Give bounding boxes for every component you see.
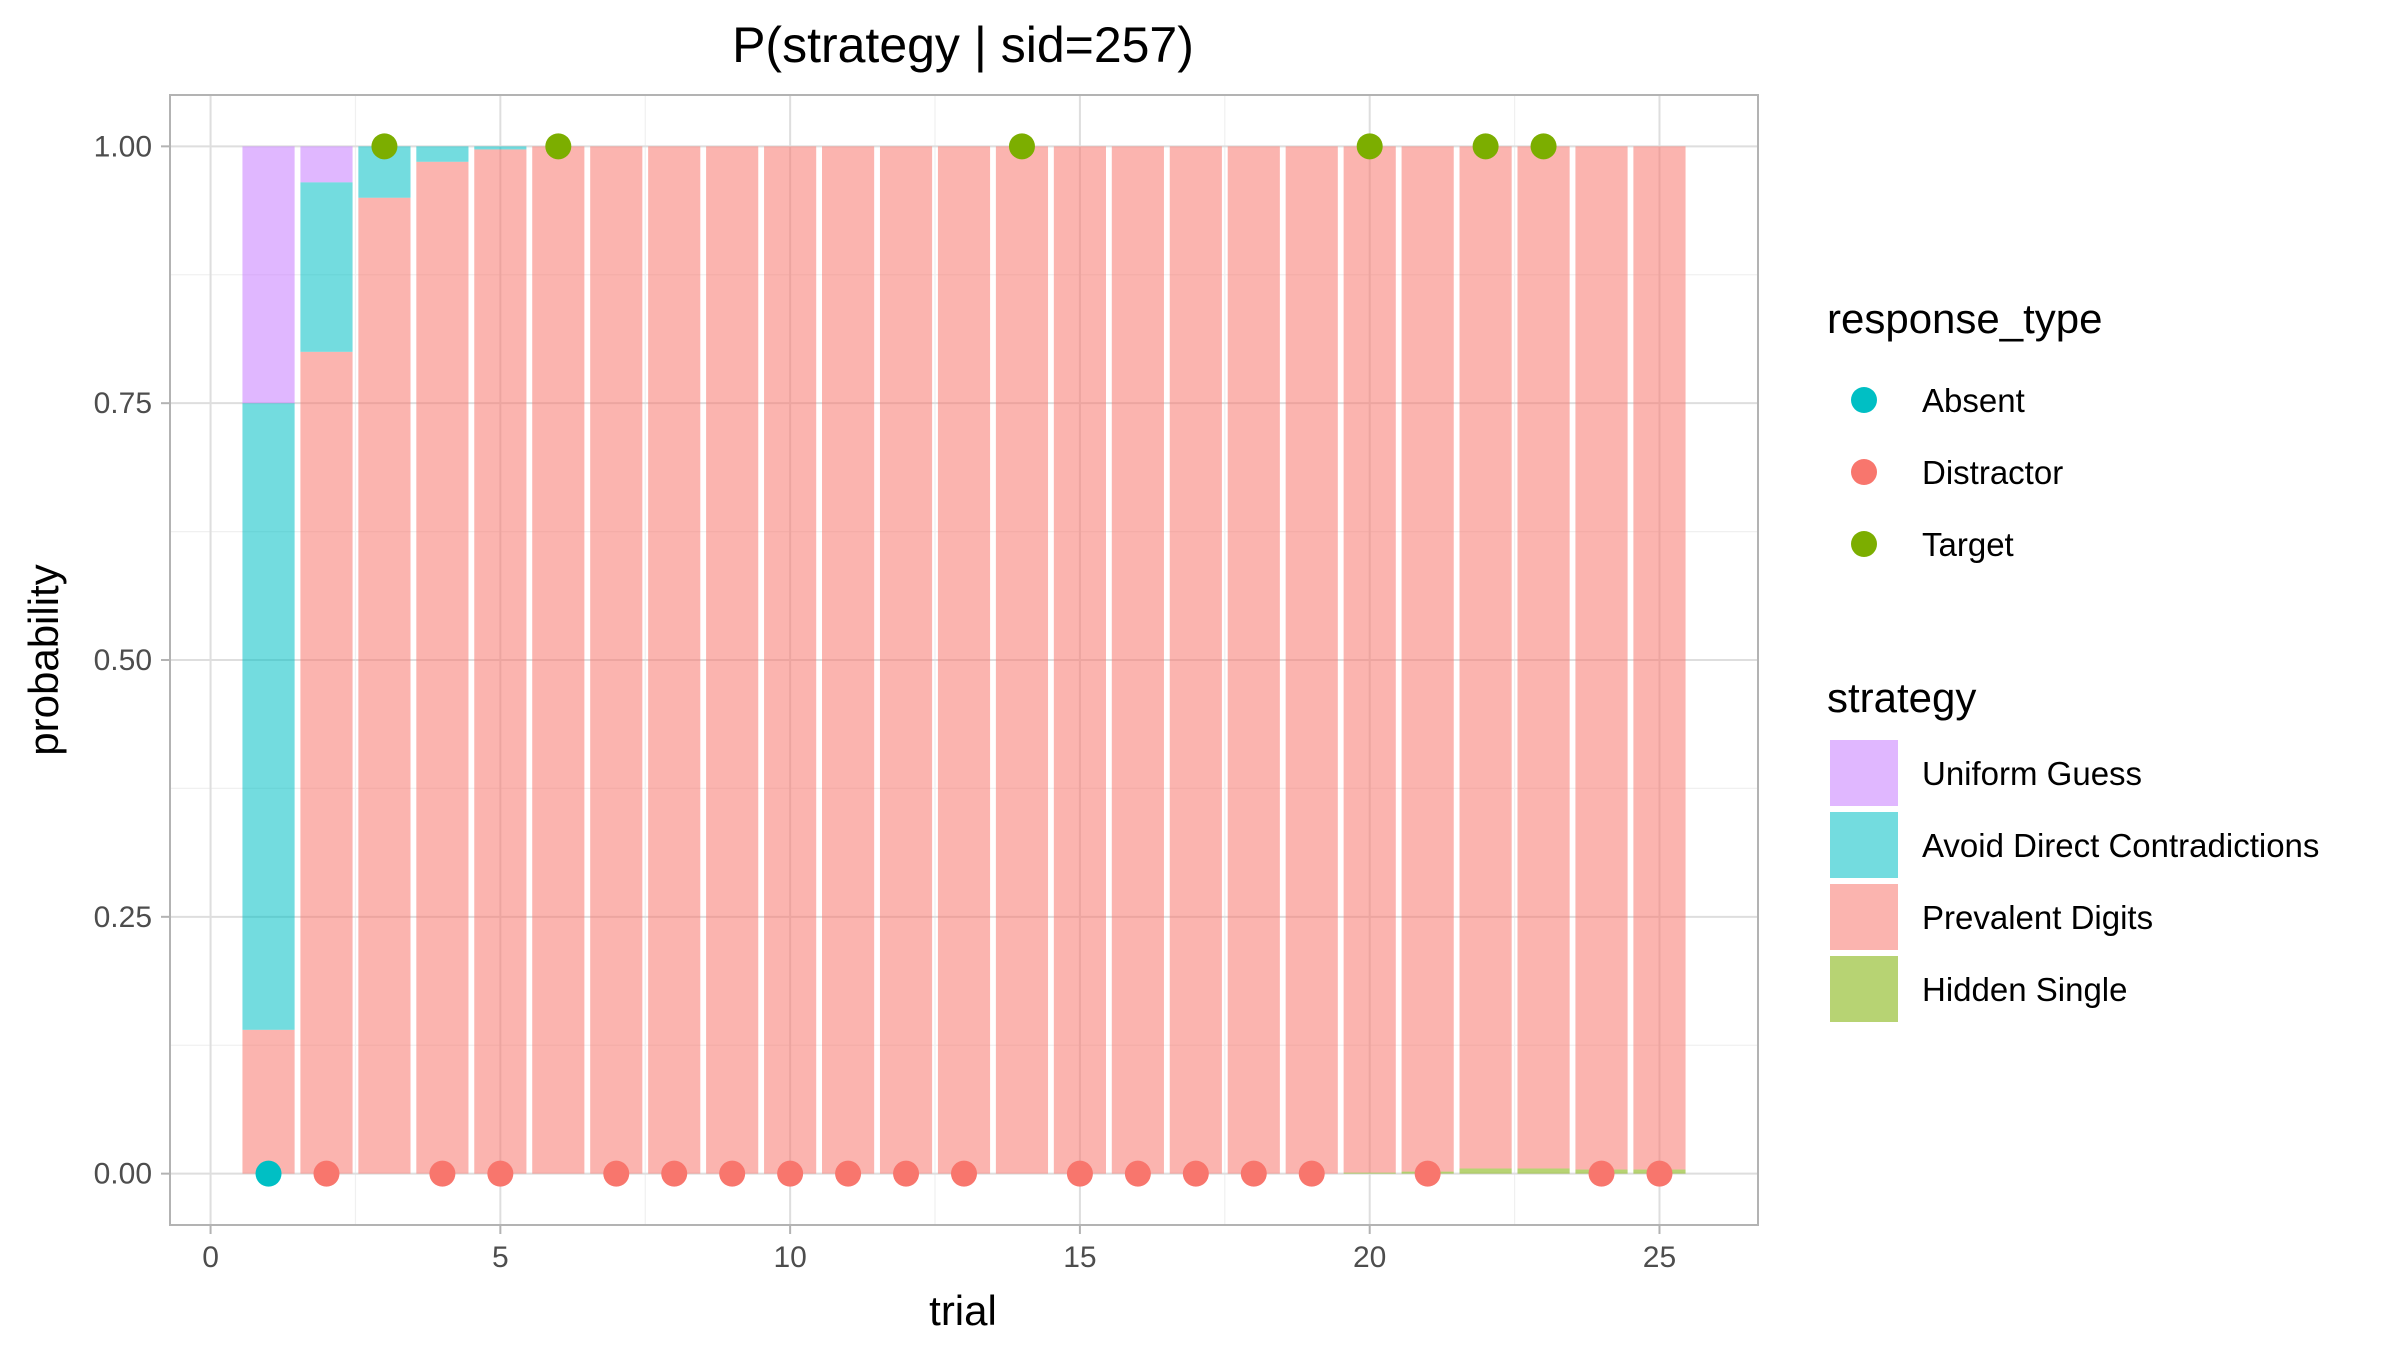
bar-segment [1343, 146, 1396, 1173]
legend-strategy-label: Prevalent Digits [1922, 899, 2153, 936]
legend-response-key [1851, 459, 1877, 485]
bar-segment [995, 146, 1049, 1174]
response-point [545, 133, 572, 160]
response-point [835, 1160, 862, 1187]
chart-title: P(strategy | sid=257) [732, 17, 1194, 73]
y-axis-title: probability [20, 564, 67, 755]
response-point [951, 1160, 977, 1187]
bar-segment [648, 146, 701, 1174]
bar-segment [1633, 146, 1686, 1170]
response-point [371, 133, 398, 160]
bar-segment [1053, 146, 1106, 1174]
response-point [313, 1160, 340, 1187]
legend-response-label: Target [1922, 526, 2014, 563]
legend-strategy-label: Avoid Direct Contradictions [1922, 827, 2319, 864]
legend-response-label: Absent [1922, 382, 2025, 419]
response-point [1182, 1160, 1209, 1187]
bar-segment [590, 146, 643, 1174]
bar-segment [1285, 146, 1338, 1174]
legend-strategy-title: strategy [1827, 674, 1976, 721]
bar-segment [1169, 146, 1222, 1174]
x-tick-label: 0 [202, 1241, 219, 1274]
bar-segment [1517, 146, 1570, 1169]
bar-segment [937, 146, 991, 1174]
response-point [1356, 133, 1383, 160]
y-tick-label: 1.00 [94, 130, 152, 163]
response-point [1414, 1160, 1441, 1187]
legend-strategy-key [1830, 956, 1898, 1022]
response-point [1646, 1160, 1673, 1187]
legend-response-key [1851, 387, 1877, 413]
legend-strategy-key [1830, 812, 1898, 878]
legend-response-title: response_type [1827, 295, 2103, 342]
response-point [777, 1160, 804, 1187]
bar-segment [242, 403, 295, 1030]
response-point [661, 1160, 688, 1187]
legend-response-key [1851, 531, 1877, 557]
response-point [1472, 133, 1499, 160]
response-point [429, 1160, 456, 1187]
bar-segment [1459, 1168, 1512, 1174]
bar-segment [474, 146, 527, 150]
bar-segment [300, 351, 353, 1174]
response-point [255, 1160, 282, 1187]
x-tick-label: 25 [1643, 1241, 1676, 1274]
response-point [1240, 1160, 1267, 1187]
response-point [1530, 133, 1557, 160]
bar-segment [822, 146, 875, 1174]
bar-segment [416, 146, 469, 162]
x-tick-label: 5 [492, 1241, 509, 1274]
response-point [1066, 1160, 1093, 1187]
plot-area: 0.00 0.25 0.50 0.75 1.00 0 5 10 15 20 25 [94, 94, 1759, 1274]
x-tick-label: 20 [1353, 1241, 1386, 1274]
bar-segment [1575, 146, 1628, 1170]
response-point [1588, 1160, 1615, 1187]
bar-segment [1401, 146, 1454, 1172]
bar-segment [532, 146, 585, 1174]
bar-segment [300, 146, 353, 183]
bar-segment [1517, 1168, 1570, 1174]
bar-segment [1111, 146, 1164, 1174]
bar-segment [300, 182, 353, 352]
legend-strategy: strategy Uniform Guess Avoid Direct Contr… [1827, 674, 2319, 1022]
bar-segment [474, 149, 527, 1174]
response-point [1008, 133, 1035, 160]
y-tick-label: 0.00 [94, 1158, 152, 1191]
bar-segment [1343, 1172, 1396, 1174]
bar-segment [242, 1029, 295, 1174]
y-tick-label: 0.25 [94, 901, 152, 934]
bar-segment [1459, 146, 1512, 1169]
legend-strategy-label: Uniform Guess [1922, 755, 2142, 792]
legend-strategy-key [1830, 740, 1898, 806]
bar-segment [706, 146, 759, 1174]
response-point [893, 1160, 920, 1187]
legend-response-label: Distractor [1922, 454, 2063, 491]
legend-response-type: response_type Absent Distractor Target [1827, 295, 2103, 563]
legend-strategy-label: Hidden Single [1922, 971, 2127, 1008]
bar-segment [416, 161, 469, 1174]
y-tick-label: 0.50 [94, 644, 152, 677]
response-point [1124, 1160, 1151, 1187]
x-axis-title: trial [929, 1287, 997, 1334]
bar-segment [1227, 146, 1280, 1174]
response-point [719, 1160, 746, 1187]
bar-segment [358, 197, 411, 1174]
bar-segment [879, 146, 933, 1174]
x-tick-label: 10 [773, 1241, 806, 1274]
legend-strategy-key [1830, 884, 1898, 950]
response-point [487, 1160, 514, 1187]
y-tick-label: 0.75 [94, 387, 152, 420]
bar-segment [764, 146, 817, 1174]
response-point [603, 1160, 630, 1187]
x-tick-label: 15 [1063, 1241, 1096, 1274]
response-point [1298, 1160, 1325, 1187]
bar-segment [242, 146, 295, 404]
